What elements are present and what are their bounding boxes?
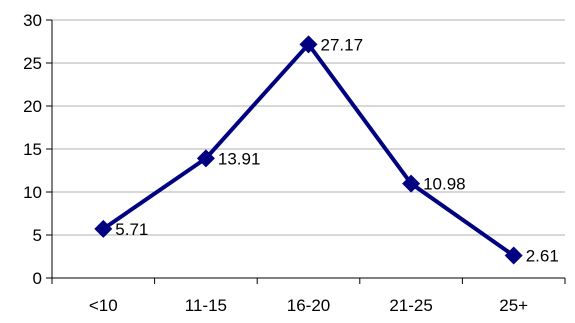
x-tick-label: 11-15 — [185, 296, 227, 315]
series-line-segment — [101, 156, 208, 231]
data-point-marker — [504, 246, 523, 265]
data-label: 13.91 — [218, 149, 261, 168]
y-tick-labels: 0 5 10 15 20 25 30 — [23, 11, 42, 288]
y-tick-label: 15 — [23, 140, 42, 159]
x-tick-label: <10 — [89, 296, 118, 315]
data-label: 5.71 — [115, 220, 148, 239]
axes — [46, 19, 566, 284]
data-point-marker — [299, 35, 318, 54]
data-labels: 5.71 13.91 27.17 10.98 2.61 — [115, 35, 558, 265]
data-label: 27.17 — [321, 35, 364, 54]
y-tick-label: 5 — [33, 226, 42, 245]
series-line-layer — [101, 42, 516, 258]
series-line-segment — [306, 42, 414, 186]
y-tick-label: 30 — [23, 11, 42, 30]
grid-lines — [52, 19, 565, 236]
data-label: 10.98 — [423, 175, 466, 194]
series-line-segment — [203, 42, 311, 161]
x-tick-label: 25+ — [499, 296, 528, 315]
x-tick-label: 16-20 — [287, 296, 330, 315]
data-point-marker — [94, 219, 113, 238]
y-tick-label: 25 — [23, 54, 42, 73]
data-point-marker — [196, 149, 215, 168]
x-tick-label: 21-25 — [389, 296, 432, 315]
y-tick-label: 10 — [23, 183, 42, 202]
series-line-segment — [409, 181, 516, 258]
x-tick-labels: <10 11-15 16-20 21-25 25+ — [89, 296, 528, 315]
series-markers — [94, 35, 523, 265]
y-tick-label: 0 — [33, 269, 42, 288]
data-point-marker — [402, 174, 421, 193]
y-tick-label: 20 — [23, 97, 42, 116]
data-label: 2.61 — [526, 247, 559, 266]
